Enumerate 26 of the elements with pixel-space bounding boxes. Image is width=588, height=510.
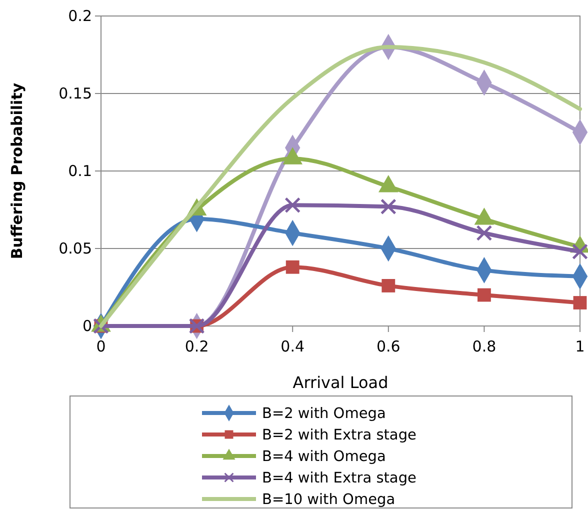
point [476, 225, 492, 241]
point [477, 288, 491, 302]
legend-label: B=4 with Omega [262, 449, 386, 465]
legend-label: B=10 with Omega [262, 492, 396, 508]
point [284, 197, 301, 214]
legend-label: B=4 with Extra stage [262, 470, 417, 486]
point [572, 244, 588, 260]
point [573, 296, 587, 310]
y-axis-title: Buffering Probability [8, 82, 26, 260]
y-tick-label: 0.2 [68, 6, 92, 25]
x-tick-label: 0.4 [280, 338, 305, 356]
legend-label: B=2 with Extra stage [262, 428, 417, 444]
x-tick-label: 0.2 [184, 338, 209, 356]
point [286, 260, 300, 274]
point [380, 198, 396, 215]
y-tick-label: 0 [82, 316, 92, 335]
x-tick-label: 1 [575, 338, 585, 356]
y-tick-label: 0.05 [58, 239, 92, 258]
x-tick-label: 0 [96, 338, 106, 356]
x-tick-label: 0.8 [472, 338, 496, 356]
y-tick-label: 0.1 [68, 162, 92, 180]
point [382, 278, 396, 292]
x-axis-title: Arrival Load [292, 373, 388, 392]
x-tick-label: 0.6 [376, 338, 400, 356]
legend-label: B=2 with Omega [262, 406, 386, 422]
y-tick-label: 0.15 [58, 84, 92, 102]
